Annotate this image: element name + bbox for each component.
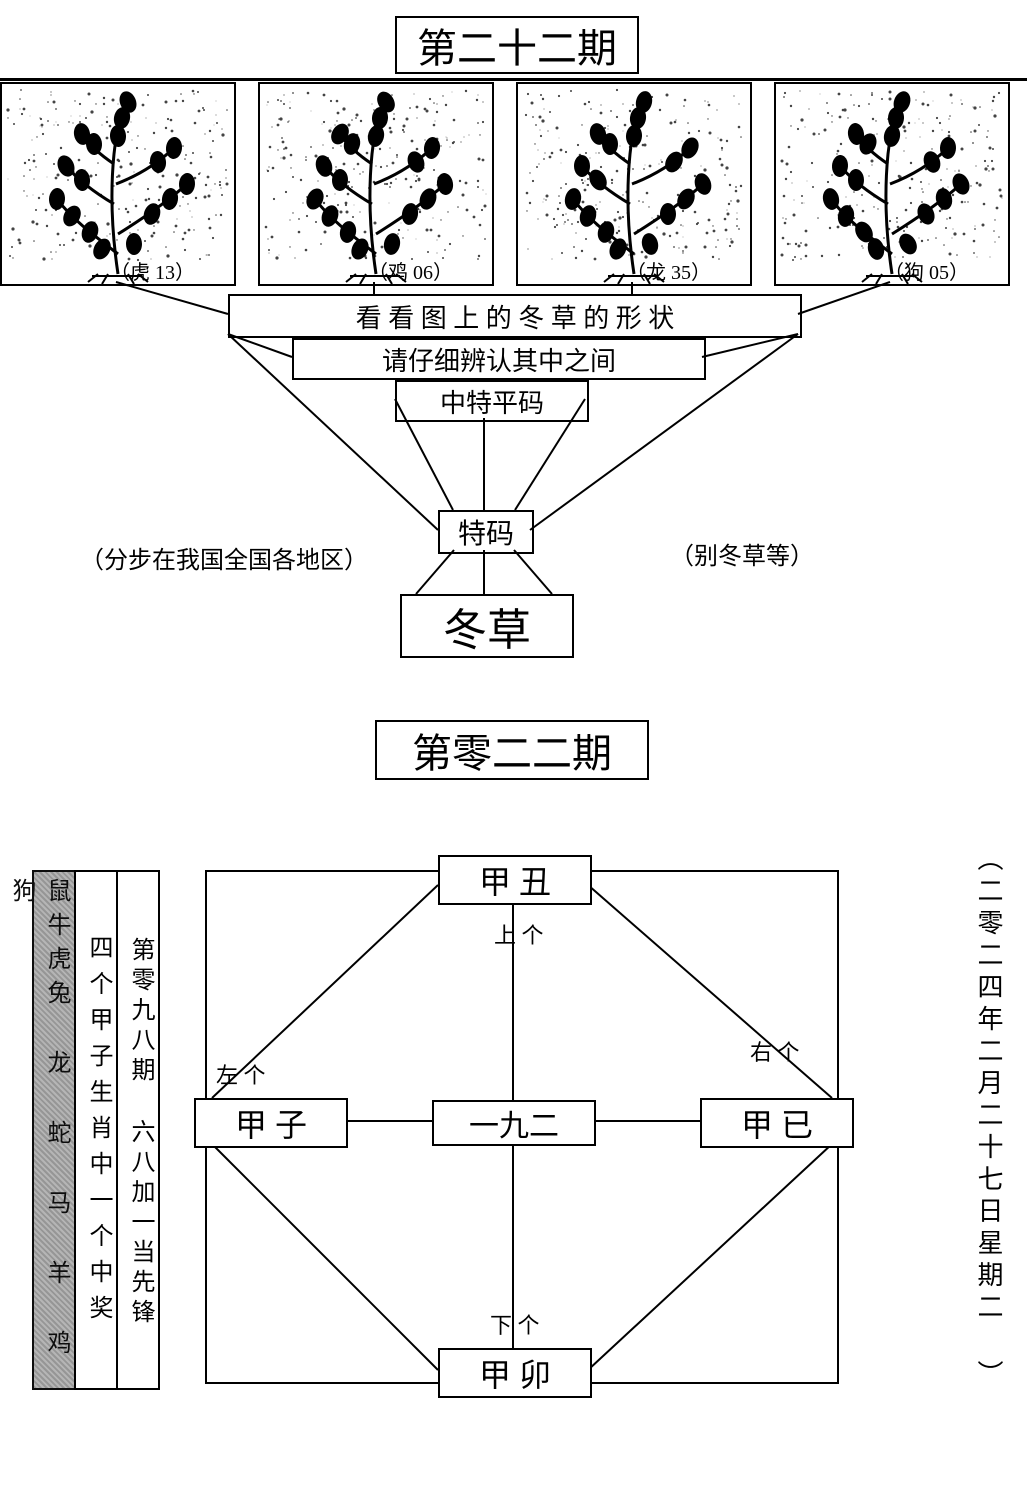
left-note: （分步在我国全国各地区） [80, 540, 368, 575]
side-col-3: 第零九八期 六八加一当先锋 [116, 870, 160, 1390]
tier1-box: 看 看 图 上 的 冬 草 的 形 状 [228, 294, 802, 338]
right-note: （别冬草等） [670, 536, 814, 571]
plant-caption-3: （龙 35） [626, 256, 711, 285]
dongcao-box: 冬草 [400, 594, 574, 658]
tema-box: 特码 [438, 510, 534, 554]
top-title: 第二十二期 [395, 16, 639, 74]
tier3-box: 中特平码 [395, 380, 589, 422]
dir-label-right: 右 个 [750, 1035, 800, 1067]
node-left: 甲 子 [194, 1098, 348, 1148]
right-margin-date: （二零二四年二月二十七日星期二 ） [970, 845, 1007, 1392]
dir-label-left: 左 个 [216, 1058, 266, 1090]
dir-label-down: 下 个 [490, 1308, 540, 1340]
plant-caption-1: （虎 13） [110, 256, 195, 285]
plant-caption-2: （鸡 06） [368, 256, 453, 285]
top-rule [0, 78, 1027, 81]
dir-label-up: 上 个 [494, 918, 544, 950]
node-top: 甲 丑 [438, 855, 592, 905]
side-col-2: 四个甲子生肖中一个中奖 [74, 870, 118, 1390]
plant-caption-4: （狗 05） [884, 256, 969, 285]
mid-title: 第零二二期 [375, 720, 649, 780]
node-right: 甲 已 [700, 1098, 854, 1148]
tier2-box: 请仔细辨认其中之间 [292, 338, 706, 380]
node-bottom: 甲 卯 [438, 1348, 592, 1398]
side-col-1: 鼠牛虎兔 龙 蛇 马 羊 鸡狗 [32, 870, 76, 1390]
node-center: 一九二 [432, 1100, 596, 1146]
